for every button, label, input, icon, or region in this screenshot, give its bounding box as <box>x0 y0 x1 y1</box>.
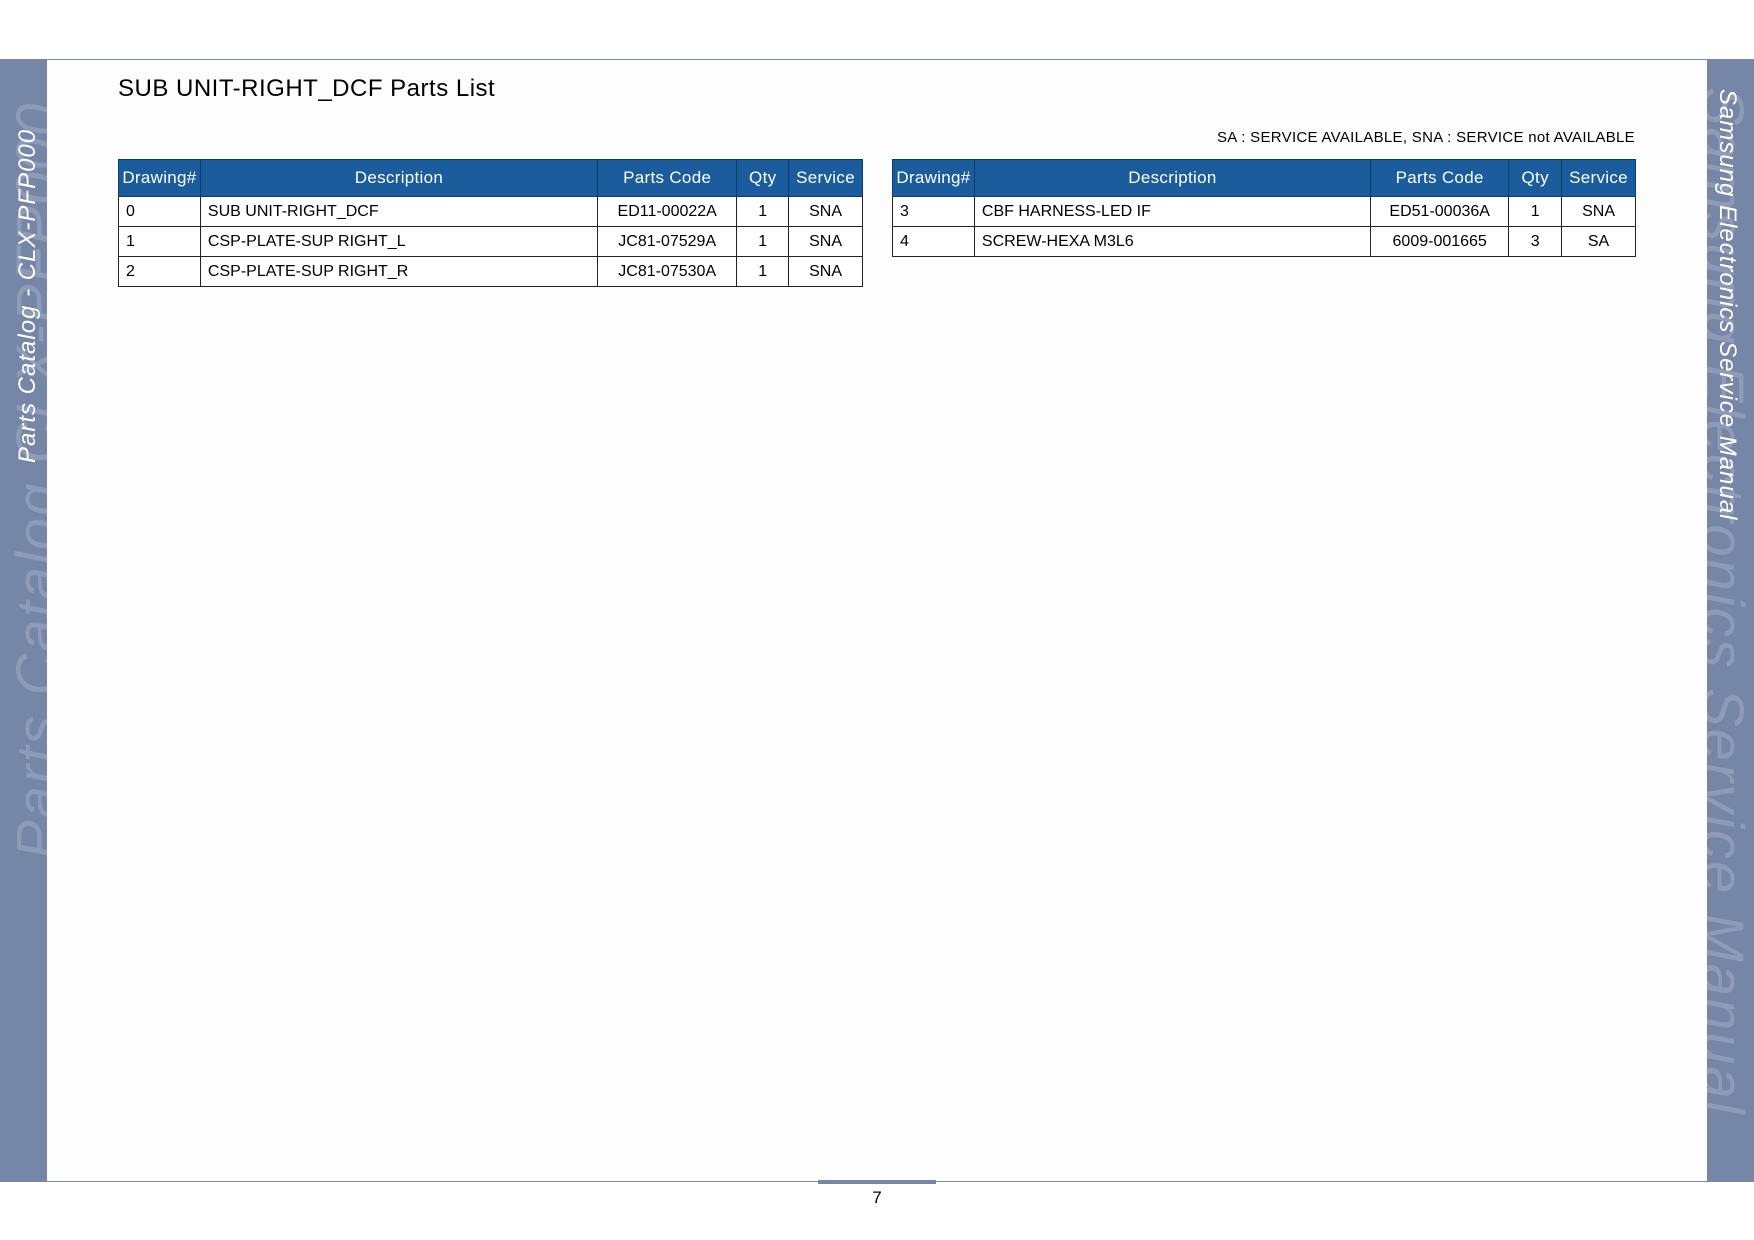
page-title: SUB UNIT-RIGHT_DCF Parts List <box>118 75 496 102</box>
cell-service: SNA <box>788 196 863 227</box>
left-sidebar-caption: Parts Catalog - CLX-PFP000 <box>14 128 41 463</box>
table-header-row: Drawing# Description Parts Code Qty Serv… <box>892 159 1636 197</box>
cell-qty: 1 <box>736 196 790 227</box>
header-parts-code: Parts Code <box>1370 159 1510 197</box>
header-parts-code: Parts Code <box>597 159 738 197</box>
parts-table-left: Drawing# Description Parts Code Qty Serv… <box>118 159 863 287</box>
header-service: Service <box>1561 159 1636 197</box>
cell-parts-code: ED51-00036A <box>1370 196 1510 227</box>
cell-service: SNA <box>1561 196 1636 227</box>
cell-description: SCREW-HEXA M3L6 <box>973 226 1372 257</box>
table-row: 3 CBF HARNESS-LED IF ED51-00036A 1 SNA <box>892 196 1636 227</box>
cell-qty: 1 <box>1508 196 1563 227</box>
cell-parts-code: 6009-001665 <box>1370 226 1510 257</box>
cell-service: SNA <box>788 256 863 287</box>
right-sidebar: Samsung Electronics Service Manual Samsu… <box>1707 59 1754 1182</box>
header-drawing: Drawing# <box>118 159 201 197</box>
cell-description: CSP-PLATE-SUP RIGHT_R <box>199 256 599 287</box>
cell-service: SA <box>1561 226 1636 257</box>
cell-qty: 1 <box>736 226 790 257</box>
header-description: Description <box>199 159 599 197</box>
cell-drawing: 0 <box>118 196 201 227</box>
cell-description: CSP-PLATE-SUP RIGHT_L <box>199 226 599 257</box>
cell-parts-code: ED11-00022A <box>597 196 738 227</box>
cell-drawing: 4 <box>892 226 975 257</box>
parts-table-right: Drawing# Description Parts Code Qty Serv… <box>892 159 1636 257</box>
page-number-bar <box>818 1180 936 1184</box>
cell-drawing: 2 <box>118 256 201 287</box>
cell-parts-code: JC81-07529A <box>597 226 738 257</box>
cell-qty: 3 <box>1508 226 1563 257</box>
table-row: 2 CSP-PLATE-SUP RIGHT_R JC81-07530A 1 SNA <box>118 256 863 287</box>
header-drawing: Drawing# <box>892 159 975 197</box>
right-sidebar-caption: Samsung Electronics Service Manual <box>1714 89 1741 521</box>
table-row: 0 SUB UNIT-RIGHT_DCF ED11-00022A 1 SNA <box>118 196 863 227</box>
table-row: 4 SCREW-HEXA M3L6 6009-001665 3 SA <box>892 226 1636 257</box>
table-row: 1 CSP-PLATE-SUP RIGHT_L JC81-07529A 1 SNA <box>118 226 863 257</box>
header-service: Service <box>788 159 863 197</box>
cell-drawing: 1 <box>118 226 201 257</box>
cell-description: CBF HARNESS-LED IF <box>973 196 1372 227</box>
cell-parts-code: JC81-07530A <box>597 256 738 287</box>
cell-drawing: 3 <box>892 196 975 227</box>
cell-qty: 1 <box>736 256 790 287</box>
table-header-row: Drawing# Description Parts Code Qty Serv… <box>118 159 863 197</box>
cell-service: SNA <box>788 226 863 257</box>
header-qty: Qty <box>1508 159 1563 197</box>
left-sidebar: Parts Catalog CLX-PFP000 Parts Catalog -… <box>0 59 47 1182</box>
header-description: Description <box>973 159 1372 197</box>
header-qty: Qty <box>736 159 790 197</box>
cell-description: SUB UNIT-RIGHT_DCF <box>199 196 599 227</box>
service-legend: SA : SERVICE AVAILABLE, SNA : SERVICE no… <box>1216 129 1635 146</box>
page-number: 7 <box>872 1188 882 1207</box>
